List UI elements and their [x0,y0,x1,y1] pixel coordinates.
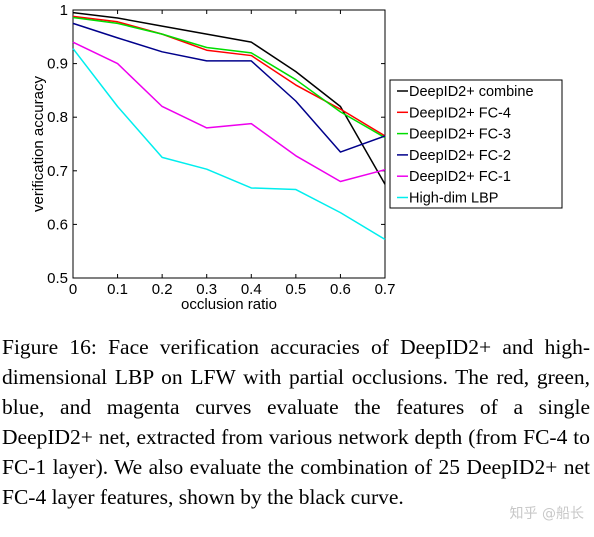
x-tick-label: 0 [69,281,77,298]
legend-label: DeepID2+ FC-1 [409,169,511,185]
y-tick-label: 0.5 [47,270,68,287]
legend-label: High-dim LBP [409,191,498,207]
series-line [72,11,386,185]
legend: DeepID2+ combine DeepID2+ FC-4 DeepID2+ FC… [389,79,563,209]
legend-label: DeepID2+ FC-4 [409,105,511,121]
y-axis-label: verification accuracy [30,76,47,212]
x-tick-label: 0.7 [375,281,396,298]
x-tick-label: 0.4 [241,281,262,298]
y-tick-label: 0.9 [47,56,68,73]
chart: 0 0.1 0.2 0.3 0.4 0.5 0.6 0.7 0.5 0.6 0.7 0.8 0.9 1 o… [30,2,563,313]
watermark: 知乎 @船长 [509,506,584,522]
series-lines [72,11,386,241]
x-tick-label: 0.3 [196,281,217,298]
y-tick-label: 0.6 [47,216,68,233]
figure-caption: Figure 16: Face verification accuracies … [2,335,590,509]
x-tick-label: 0.5 [285,281,306,298]
axis-ticks: 0 0.1 0.2 0.3 0.4 0.5 0.6 0.7 0.5 0.6 0.7 0.8 0.9 1 [47,2,395,298]
legend-label: DeepID2+ FC-3 [409,127,511,143]
legend-label: DeepID2+ combine [409,84,534,100]
y-tick-label: 0.7 [47,163,68,180]
x-tick-label: 0.2 [152,281,173,298]
x-axis-label: occlusion ratio [181,296,277,313]
legend-box [389,79,563,209]
series-line [72,41,386,183]
y-tick-label: 0.8 [47,109,68,126]
series-line [72,15,386,137]
x-tick-label: 0.6 [330,281,351,298]
x-tick-label: 0.1 [107,281,128,298]
y-tick-label: 1 [60,2,68,19]
legend-label: DeepID2+ FC-2 [409,148,511,164]
series-line [72,22,386,153]
legend-items: DeepID2+ combine DeepID2+ FC-4 DeepID2+ FC… [397,84,534,207]
series-line [72,16,386,139]
series-line [72,48,386,241]
